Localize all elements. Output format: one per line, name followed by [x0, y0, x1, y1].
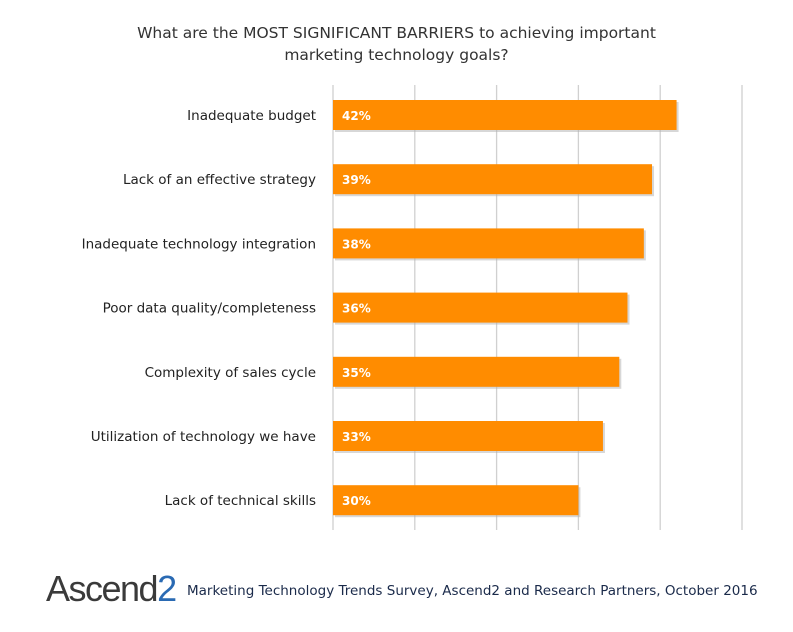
data-label: 38%: [342, 237, 371, 251]
category-label: Inadequate budget: [187, 108, 316, 124]
category-label: Utilization of technology we have: [91, 429, 316, 445]
data-label: 33%: [342, 430, 371, 444]
source-note: Marketing Technology Trends Survey, Asce…: [187, 583, 758, 599]
data-label: 39%: [342, 173, 371, 187]
ascend2-logo: Ascend2: [46, 568, 177, 609]
category-label: Lack of technical skills: [165, 493, 316, 509]
category-label: Complexity of sales cycle: [145, 365, 316, 381]
chart-title: What are the MOST SIGNIFICANT BARRIERS t…: [0, 22, 793, 66]
bar: [333, 485, 579, 516]
data-label: 35%: [342, 366, 371, 380]
data-label: 30%: [342, 494, 371, 508]
bar: [333, 292, 628, 323]
category-label: Inadequate technology integration: [82, 236, 316, 252]
title-line-2: marketing technology goals?: [284, 46, 509, 64]
bar: [333, 100, 677, 130]
data-label: 36%: [342, 302, 371, 316]
title-line-1: What are the MOST SIGNIFICANT BARRIERS t…: [137, 24, 656, 42]
category-label: Lack of an effective strategy: [123, 172, 316, 188]
bar: [333, 356, 620, 387]
data-label: 42%: [342, 109, 371, 123]
bar: [333, 164, 653, 195]
category-label: Poor data quality/completeness: [103, 301, 316, 317]
bar: [333, 228, 644, 259]
bar: [333, 421, 603, 451]
